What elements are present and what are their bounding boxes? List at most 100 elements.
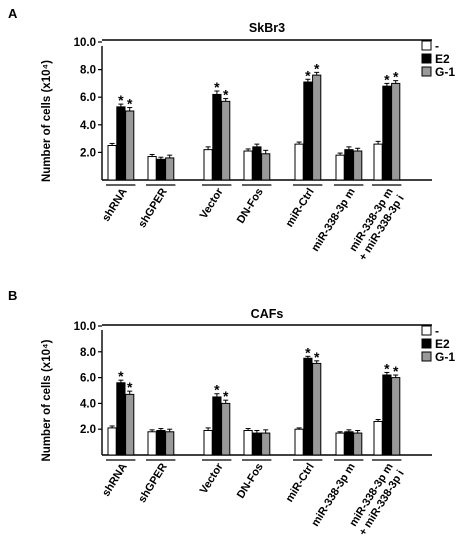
bar — [373, 420, 383, 456]
bar — [116, 382, 126, 456]
significance-marker: * — [214, 79, 220, 95]
bar — [156, 429, 166, 456]
category-label-group: miR-Ctrl — [284, 186, 317, 229]
legend-swatch — [421, 325, 432, 336]
legend-label: E2 — [435, 337, 450, 351]
category-label: Vector — [198, 186, 226, 221]
chart-panel-a: A SkBr3 Number of cells (x10⁴) 2.0 4.0 6.0 8.0… — [8, 6, 455, 263]
y-tick-label: 4.0 — [80, 120, 96, 132]
bar — [344, 431, 354, 456]
bar — [391, 377, 401, 456]
significance-marker: * — [214, 382, 220, 398]
bar — [116, 106, 126, 181]
bar — [221, 100, 231, 181]
bar — [261, 432, 271, 456]
bar — [107, 145, 117, 181]
y-tick-label: 2.0 — [80, 147, 96, 159]
bar — [303, 81, 313, 181]
bar — [165, 157, 175, 181]
category-label: miR-Ctrl — [284, 461, 317, 504]
bar — [335, 154, 345, 181]
y-tick-label: 8.0 — [80, 347, 96, 359]
category-label: Vector — [198, 461, 226, 496]
y-tick-label: 4.0 — [80, 398, 96, 410]
y-tick-label: 10.0 — [74, 321, 96, 333]
bar — [344, 149, 354, 181]
bar — [373, 143, 383, 181]
significance-marker: * — [393, 363, 399, 379]
significance-marker: * — [118, 368, 124, 384]
bar — [252, 146, 262, 181]
bar — [294, 143, 304, 181]
bar — [243, 150, 253, 181]
bar — [353, 432, 363, 456]
category-label-group: Vector — [198, 461, 226, 496]
bar — [382, 85, 392, 181]
significance-marker: * — [118, 92, 124, 108]
significance-marker: * — [127, 379, 133, 395]
bar — [243, 429, 253, 456]
category-label: shGPER — [136, 461, 170, 505]
chart-title: CAFs — [251, 307, 284, 321]
bar — [203, 429, 213, 456]
bar — [156, 158, 166, 181]
y-tick-label: 6.0 — [80, 373, 96, 385]
category-label: shGPER — [136, 186, 170, 230]
legend-swatch — [421, 53, 432, 64]
category-label-group: miR-338-3p m+ miR-338-3p i — [347, 461, 406, 538]
panel-label: B — [8, 288, 17, 303]
significance-marker: * — [384, 360, 390, 376]
category-label-group: miR-338-3p m+ miR-338-3p i — [347, 186, 406, 263]
significance-marker: * — [384, 71, 390, 87]
bar — [165, 431, 175, 456]
bar — [125, 393, 135, 456]
y-tick-label: 6.0 — [80, 92, 96, 104]
bar — [261, 153, 271, 181]
category-label-group: shGPER — [136, 461, 170, 505]
legend-label: - — [435, 39, 439, 53]
category-label-group: DN-Fos — [235, 461, 266, 501]
legend-label: G-1 — [435, 350, 455, 364]
bar — [391, 82, 401, 181]
significance-marker: * — [223, 388, 229, 404]
bar — [212, 93, 222, 181]
significance-marker: * — [127, 96, 133, 112]
bar — [312, 74, 322, 181]
panel-label: A — [8, 6, 18, 21]
significance-marker: * — [305, 344, 311, 360]
y-axis-label: Number of cells (x10⁴) — [41, 339, 53, 461]
category-label-group: shRNA — [100, 186, 130, 224]
bar — [212, 396, 222, 456]
category-label-group: Vector — [198, 186, 226, 221]
category-label: DN-Fos — [235, 186, 266, 226]
bar — [147, 156, 157, 181]
bar — [125, 110, 135, 181]
y-axis-label: Number of cells (x10⁴) — [41, 60, 53, 182]
bar — [147, 431, 157, 456]
bar — [335, 432, 345, 456]
category-label-group: miR-Ctrl — [284, 461, 317, 504]
significance-marker: * — [314, 349, 320, 365]
significance-marker: * — [223, 87, 229, 103]
legend-swatch — [421, 338, 432, 349]
chart-title: SkBr3 — [249, 21, 285, 35]
category-label: DN-Fos — [235, 461, 266, 501]
category-label-group: shGPER — [136, 186, 170, 230]
legend-swatch — [421, 351, 432, 362]
legend-swatch — [421, 40, 432, 51]
bar — [221, 402, 231, 456]
category-label: shRNA — [100, 461, 130, 499]
category-label-group: shRNA — [100, 461, 130, 499]
significance-marker: * — [305, 67, 311, 83]
legend-label: E2 — [435, 52, 450, 66]
category-label: miR-Ctrl — [284, 186, 317, 229]
category-label-group: DN-Fos — [235, 186, 266, 226]
legend-label: - — [435, 324, 439, 338]
bar — [312, 362, 322, 456]
significance-marker: * — [314, 60, 320, 76]
category-label: shRNA — [100, 186, 130, 224]
legend-label: G-1 — [435, 65, 455, 79]
legend-swatch — [421, 66, 432, 77]
significance-marker: * — [393, 69, 399, 85]
y-tick-label: 10.0 — [74, 37, 96, 49]
